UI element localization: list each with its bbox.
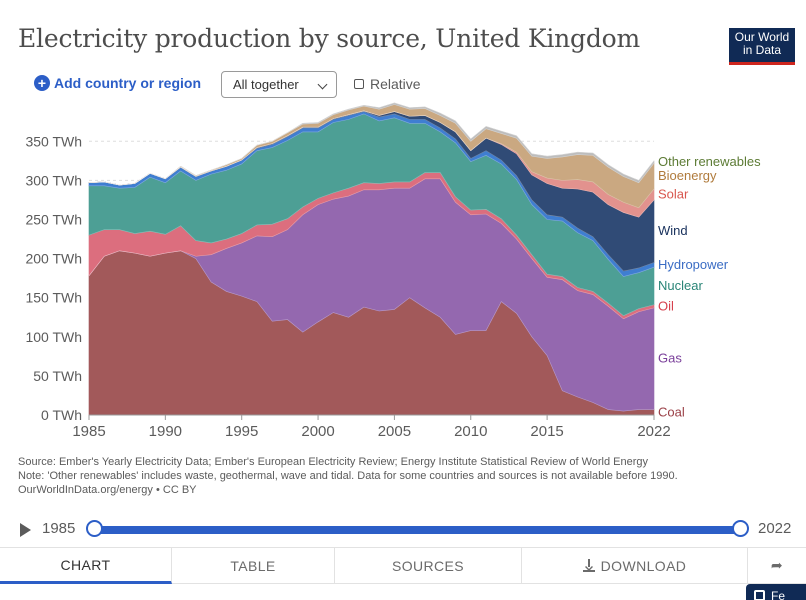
stacked-area-chart: 0 TWh 50 TWh 100 TWh 150 TWh 200 TWh 250 TWh 3…: [25, 102, 761, 440]
feedback-label: Fe: [771, 589, 786, 600]
area-outline: [88, 111, 655, 272]
chart-legend: Coal Gas Oil Nuclear Hydropower Wind Solar Bioe…: [658, 154, 761, 419]
relative-checkbox[interactable]: [354, 79, 364, 89]
timeline-end-handle[interactable]: [732, 520, 749, 537]
note-line: Note: 'Other renewables' includes waste,…: [18, 470, 678, 482]
x-tick-label: 2005: [378, 423, 411, 440]
tab-chart-label: CHART: [60, 556, 111, 573]
logo-line-1: Our World: [734, 30, 790, 44]
x-tick-label: 2010: [454, 423, 487, 440]
y-tick-label: 50 TWh: [33, 368, 82, 384]
x-tick-label: 2022: [637, 423, 670, 440]
area-outline: [88, 172, 655, 317]
relative-label: Relative: [370, 76, 421, 92]
chart-title: Electricity production by source, United…: [18, 24, 640, 53]
relative-toggle[interactable]: Relative: [354, 76, 421, 92]
tab-download-label: DOWNLOAD: [600, 557, 687, 574]
x-tick-label: 2000: [301, 423, 334, 440]
source-note: Source: Ember's Yearly Electricity Data;…: [18, 455, 798, 497]
play-icon[interactable]: [20, 523, 31, 537]
x-axis: 1985 1990 1995 2000 2005 2010 2015 2022: [72, 414, 671, 440]
area-outline: [88, 110, 655, 209]
feedback-icon: [754, 590, 765, 600]
y-tick-label: 200 TWh: [25, 251, 82, 267]
area-outline: [88, 104, 655, 186]
y-tick-label: 300 TWh: [25, 172, 82, 188]
share-icon: ➦: [770, 557, 784, 573]
x-tick-label: 1990: [149, 423, 182, 440]
tab-chart[interactable]: CHART: [0, 548, 172, 584]
x-tick-label: 2015: [530, 423, 563, 440]
chart-controls: + Add country or region All together Rel…: [34, 71, 594, 99]
tab-table-label: TABLE: [230, 557, 276, 574]
timeline-start-handle[interactable]: [86, 520, 103, 537]
legend-nuclear[interactable]: Nuclear: [658, 278, 703, 293]
legend-other-renewables[interactable]: Other renewables: [658, 154, 761, 169]
y-tick-label: 250 TWh: [25, 211, 82, 227]
tab-table[interactable]: TABLE: [172, 548, 335, 584]
area-outline: [89, 113, 655, 277]
license-line: OurWorldInData.org/energy • CC BY: [18, 484, 197, 496]
feedback-button[interactable]: Fe: [746, 584, 806, 600]
y-axis: 0 TWh 50 TWh 100 TWh 150 TWh 200 TWh 250 TWh 3…: [25, 133, 82, 423]
stack-mode-select[interactable]: All together: [221, 71, 337, 98]
timeline-start-year: 1985: [42, 520, 76, 537]
timeline-end-year: 2022: [758, 520, 792, 537]
owid-logo[interactable]: Our World in Data: [729, 28, 795, 65]
area-outline: [88, 178, 655, 320]
legend-gas[interactable]: Gas: [658, 351, 682, 366]
plus-icon: +: [34, 75, 50, 91]
area-outline: [88, 250, 654, 412]
chart-areas: [88, 102, 655, 416]
legend-solar[interactable]: Solar: [658, 186, 689, 201]
y-tick-label: 150 TWh: [25, 290, 82, 306]
tab-sources[interactable]: SOURCES: [335, 548, 522, 584]
tab-sources-label: SOURCES: [391, 557, 465, 574]
add-country-label: Add country or region: [54, 75, 201, 91]
chevron-down-icon: [317, 79, 328, 90]
legend-oil[interactable]: Oil: [658, 298, 674, 313]
tab-bar: CHART TABLE SOURCES DOWNLOAD ➦: [0, 547, 806, 584]
legend-wind[interactable]: Wind: [658, 223, 688, 238]
tab-download[interactable]: DOWNLOAD: [522, 548, 748, 584]
legend-bioenergy[interactable]: Bioenergy: [658, 168, 717, 183]
y-tick-label: 350 TWh: [25, 133, 82, 149]
source-line: Source: Ember's Yearly Electricity Data;…: [18, 456, 649, 468]
legend-hydropower[interactable]: Hydropower: [658, 257, 729, 272]
timeline-track[interactable]: [96, 526, 742, 534]
y-tick-label: 100 TWh: [25, 329, 82, 345]
area-other-renewables[interactable]: [88, 102, 655, 186]
y-tick-label: 0 TWh: [41, 407, 82, 423]
legend-coal[interactable]: Coal: [658, 404, 685, 419]
logo-line-2: in Data: [742, 43, 782, 57]
stack-mode-label: All together: [233, 77, 299, 92]
download-icon: [582, 559, 595, 572]
share-button[interactable]: ➦: [748, 548, 806, 584]
area-outline: [88, 110, 655, 218]
timeline: 1985 2022: [0, 517, 806, 543]
x-tick-label: 1995: [225, 423, 258, 440]
area-outline: [88, 102, 655, 186]
x-tick-label: 1985: [72, 423, 105, 440]
add-country-button[interactable]: + Add country or region: [34, 75, 201, 91]
